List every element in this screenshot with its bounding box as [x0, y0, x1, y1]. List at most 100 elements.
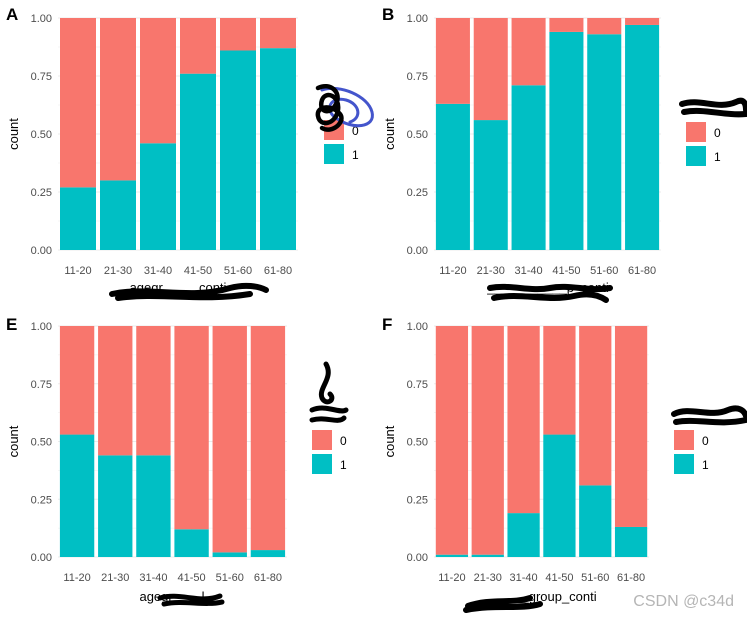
bar-series-1-41-50 — [174, 529, 209, 557]
bar-series-1-21-30 — [98, 455, 133, 557]
y-tick-label: 1.00 — [31, 13, 52, 25]
bar-series-0-61-80 — [614, 326, 648, 527]
bar-series-0-41-50 — [549, 18, 584, 32]
legend-label-1: 1 — [714, 150, 721, 164]
x-tick-label: 51-60 — [581, 572, 609, 584]
x-tick-label: 41-50 — [184, 265, 212, 277]
bar-series-0-51-60 — [212, 326, 247, 553]
bar-series-0-31-40 — [140, 18, 176, 144]
scribble-e-legend — [309, 361, 349, 423]
scribble-e-xlabel — [157, 593, 225, 607]
legend-key-1 — [312, 454, 332, 474]
panel-f: 0.00 0.25 0.50 0.75 1.00 11-20 21-30 31-40 41-50… — [382, 315, 709, 604]
bar-series-1-41-50 — [549, 31, 584, 251]
legend: 01 — [674, 430, 709, 474]
y-tick-label: 0.00 — [407, 552, 428, 564]
legend-key-1 — [674, 454, 694, 474]
bar-series-1-61-80 — [614, 526, 648, 557]
bar-series-0-51-60 — [220, 18, 256, 51]
legend-label-1: 1 — [702, 458, 709, 472]
panel-b: 0.00 0.25 0.50 0.75 1.00 11-20 21-30 31-40 41-50… — [382, 5, 721, 295]
x-tick-label: 31-40 — [139, 572, 167, 584]
x-tick-label: 51-60 — [590, 265, 618, 277]
panel-letter: B — [382, 5, 394, 24]
legend-key-0 — [312, 430, 332, 450]
x-tick-label: 11-20 — [438, 572, 465, 584]
x-tick-label: 61-80 — [617, 572, 645, 584]
scribble-b-xlabel — [487, 283, 613, 303]
bar-series-0-31-40 — [511, 18, 546, 86]
x-tick-label: 41-50 — [552, 265, 580, 277]
legend-label-0: 0 — [702, 434, 709, 448]
x-tick-label: 61-80 — [628, 265, 656, 277]
x-tick-label: 31-40 — [144, 265, 172, 277]
x-tick-label: 41-50 — [545, 572, 573, 584]
y-tick-label: 0.25 — [407, 494, 428, 506]
bar-series-0-21-30 — [100, 18, 136, 181]
legend-key-0 — [674, 430, 694, 450]
bar-series-0-41-50 — [174, 326, 209, 530]
bars — [59, 326, 286, 557]
bar-series-1-31-40 — [136, 455, 171, 557]
y-tick-label: 0.50 — [407, 437, 428, 449]
panel-e: 0.00 0.25 0.50 0.75 1.00 11-20 21-30 31-40 41-50… — [6, 315, 347, 604]
legend-label-0: 0 — [352, 124, 359, 138]
x-tick-label: 11-20 — [439, 265, 466, 277]
y-tick-label: 0.25 — [31, 494, 52, 506]
y-tick-label: 0.00 — [31, 245, 52, 257]
y-tick-label: 0.75 — [407, 379, 428, 391]
bar-series-0-11-20 — [59, 326, 95, 435]
bar-series-0-51-60 — [579, 326, 612, 486]
bar-series-0-31-40 — [136, 326, 171, 456]
y-tick-label: 0.75 — [31, 379, 52, 391]
x-tick-label: 61-80 — [254, 572, 282, 584]
bar-series-1-11-20 — [60, 187, 96, 250]
scribble-f-legend — [671, 405, 747, 426]
y-tick-label: 0.50 — [31, 129, 52, 141]
scribble-a-legend-black — [315, 84, 344, 132]
bar-series-1-11-20 — [435, 554, 469, 557]
bar-series-0-21-30 — [473, 18, 508, 121]
y-tick-label: 0.50 — [31, 437, 52, 449]
scribble-f-xlabel — [463, 595, 543, 613]
x-tick-label: 51-60 — [224, 265, 252, 277]
legend-key-0 — [686, 122, 706, 142]
y-axis-title: count — [382, 118, 397, 150]
bar-series-1-31-40 — [507, 513, 540, 557]
scribble-a-xlabel — [109, 282, 269, 301]
panel-letter: A — [6, 5, 18, 24]
bar-series-0-21-30 — [471, 326, 504, 555]
bar-series-1-51-60 — [587, 34, 622, 250]
bar-series-1-41-50 — [180, 73, 216, 251]
y-tick-label: 0.25 — [407, 187, 428, 199]
x-tick-label: 11-20 — [64, 265, 91, 277]
legend-label-1: 1 — [352, 148, 359, 162]
x-tick-label: 61-80 — [264, 265, 292, 277]
y-axis-title: count — [382, 425, 397, 457]
bar-series-1-31-40 — [140, 143, 176, 250]
bars — [435, 326, 648, 557]
bar-series-1-21-30 — [473, 120, 508, 250]
y-tick-label: 0.00 — [31, 552, 52, 564]
bar-series-1-61-80 — [260, 48, 296, 250]
bar-series-0-61-80 — [250, 326, 286, 551]
bar-series-0-41-50 — [543, 326, 576, 435]
panel-a: 0.00 0.25 0.50 0.75 1.00 11-20 21-30 31-40 41-50… — [6, 5, 359, 295]
x-tick-label: 11-20 — [63, 572, 90, 584]
y-axis-title: count — [6, 118, 21, 150]
bars — [60, 18, 296, 251]
bar-series-1-41-50 — [543, 434, 576, 557]
bar-series-1-11-20 — [59, 434, 95, 557]
x-tick-label: 41-50 — [178, 572, 206, 584]
bar-series-1-51-60 — [220, 50, 256, 251]
y-tick-label: 0.75 — [31, 71, 52, 83]
legend-key-1 — [686, 146, 706, 166]
y-tick-label: 1.00 — [31, 321, 52, 333]
x-tick-label: 21-30 — [477, 265, 505, 277]
bar-series-1-51-60 — [579, 485, 612, 557]
redaction-scribbles — [109, 84, 747, 613]
x-tick-label: 31-40 — [515, 265, 543, 277]
legend-label-1: 1 — [340, 458, 347, 472]
bar-series-1-11-20 — [435, 103, 470, 250]
